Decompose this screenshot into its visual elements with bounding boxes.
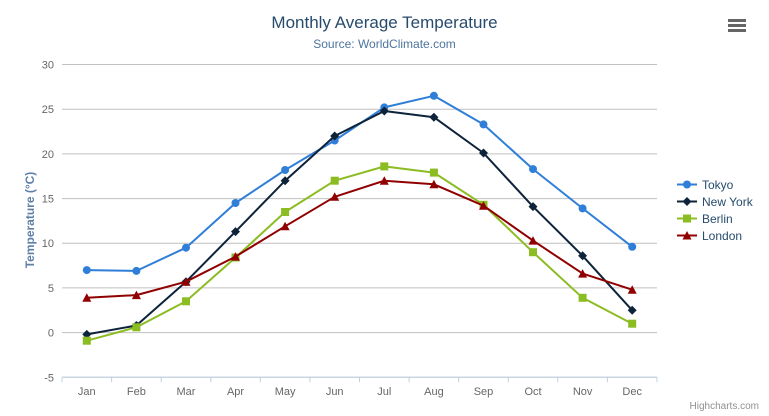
- data-point-diamond[interactable]: [627, 305, 637, 315]
- data-point-diamond[interactable]: [682, 197, 692, 206]
- data-point-diamond[interactable]: [231, 227, 240, 237]
- data-point-diamond[interactable]: [330, 131, 340, 141]
- x-axis-label: Dec: [622, 386, 642, 398]
- legend-item-new-york[interactable]: New York: [676, 193, 753, 210]
- data-point-circle[interactable]: [82, 266, 91, 275]
- data-point-circle[interactable]: [429, 91, 438, 100]
- data-point-circle[interactable]: [683, 180, 691, 189]
- x-axis-label: Aug: [424, 386, 444, 398]
- chart-subtitle: Source: WorldClimate.com: [313, 37, 456, 51]
- london-series-icon: [677, 231, 697, 240]
- data-point-square[interactable]: [683, 214, 691, 223]
- y-axis-label: 25: [42, 104, 54, 116]
- series-line-tokyo[interactable]: [85, 94, 634, 272]
- data-point-triangle[interactable]: [627, 285, 637, 294]
- legend-label: New York: [702, 194, 753, 209]
- data-point-circle[interactable]: [281, 166, 290, 174]
- data-point-triangle[interactable]: [280, 221, 290, 231]
- data-point-triangle[interactable]: [479, 201, 488, 210]
- chart-title: Monthly Average Temperature: [271, 13, 498, 32]
- data-point-triangle[interactable]: [131, 290, 141, 300]
- x-axis-label: May: [275, 386, 296, 398]
- x-axis-label: Jul: [377, 386, 391, 398]
- export-menu-button[interactable]: [728, 19, 746, 32]
- data-point-circle[interactable]: [529, 165, 537, 174]
- data-point-square[interactable]: [82, 336, 91, 345]
- data-point-circle[interactable]: [182, 243, 190, 252]
- data-point-square[interactable]: [429, 168, 438, 177]
- data-point-circle[interactable]: [231, 199, 240, 207]
- data-point-diamond[interactable]: [528, 202, 538, 212]
- data-point-square[interactable]: [380, 162, 389, 171]
- x-axis-label: Nov: [573, 386, 593, 398]
- data-point-diamond[interactable]: [578, 251, 588, 261]
- x-axis-label: Jun: [326, 386, 344, 398]
- series-line-london[interactable]: [85, 179, 634, 299]
- y-axis-label: 30: [42, 60, 54, 72]
- legend-item-london[interactable]: London: [676, 227, 753, 244]
- series-line-new-york[interactable]: [85, 110, 634, 336]
- data-point-diamond[interactable]: [379, 106, 389, 116]
- data-point-square[interactable]: [330, 176, 339, 185]
- hamburger-icon: [728, 29, 746, 32]
- hamburger-icon: [728, 24, 746, 27]
- data-point-diamond[interactable]: [429, 112, 439, 122]
- y-axis-label: 15: [42, 194, 54, 206]
- berlin-series-icon: [677, 214, 697, 223]
- x-axis-label: Sep: [474, 386, 494, 398]
- data-point-square[interactable]: [578, 293, 587, 302]
- data-point-square[interactable]: [132, 323, 141, 332]
- x-axis-label: Jan: [78, 386, 96, 398]
- y-axis-label: 0: [48, 328, 54, 340]
- series-line-berlin[interactable]: [85, 165, 634, 342]
- highcharts-credits-link[interactable]: Highcharts.com: [689, 401, 759, 412]
- hamburger-icon: [728, 19, 746, 22]
- x-axis-label: Mar: [177, 386, 196, 398]
- data-point-diamond[interactable]: [280, 176, 290, 186]
- y-axis-label: 20: [42, 149, 54, 161]
- data-point-circle[interactable]: [578, 204, 587, 213]
- data-point-diamond[interactable]: [479, 148, 488, 158]
- data-point-triangle[interactable]: [429, 179, 439, 189]
- data-point-triangle[interactable]: [379, 176, 389, 185]
- legend-label: London: [702, 228, 743, 243]
- legend-label: Tokyo: [702, 177, 734, 192]
- y-axis-label: -5: [44, 372, 54, 384]
- data-point-triangle[interactable]: [682, 231, 692, 240]
- y-axis-title: Temperature (°C): [23, 171, 37, 269]
- x-axis-label: Apr: [227, 386, 244, 398]
- data-point-circle[interactable]: [132, 266, 141, 275]
- y-axis-label: 10: [42, 238, 54, 250]
- legend-item-tokyo[interactable]: Tokyo: [676, 176, 753, 193]
- legend-item-berlin[interactable]: Berlin: [676, 210, 753, 227]
- data-point-circle[interactable]: [479, 120, 488, 129]
- data-point-triangle[interactable]: [82, 293, 92, 302]
- tokyo-series-icon: [677, 180, 697, 189]
- data-point-triangle[interactable]: [528, 236, 538, 245]
- data-point-triangle[interactable]: [181, 277, 191, 286]
- data-point-triangle[interactable]: [578, 269, 588, 278]
- new-york-series-icon: [677, 197, 697, 206]
- data-point-circle[interactable]: [628, 242, 637, 251]
- x-axis-label: Oct: [524, 386, 541, 398]
- data-point-square[interactable]: [529, 248, 537, 257]
- legend: Tokyo New York Berlin London: [676, 176, 753, 244]
- y-axis-label: 5: [48, 283, 54, 295]
- data-point-diamond[interactable]: [82, 329, 92, 339]
- x-axis-label: Feb: [127, 386, 146, 398]
- data-point-square[interactable]: [182, 297, 190, 306]
- data-point-triangle[interactable]: [330, 192, 340, 201]
- data-point-square[interactable]: [281, 208, 290, 216]
- data-point-triangle[interactable]: [231, 252, 240, 261]
- data-point-square[interactable]: [628, 319, 637, 328]
- legend-label: Berlin: [702, 211, 733, 226]
